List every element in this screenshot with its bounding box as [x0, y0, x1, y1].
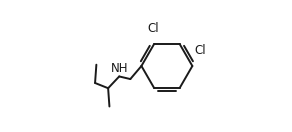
- Text: NH: NH: [111, 62, 129, 75]
- Text: Cl: Cl: [147, 22, 159, 35]
- Text: Cl: Cl: [194, 44, 206, 57]
